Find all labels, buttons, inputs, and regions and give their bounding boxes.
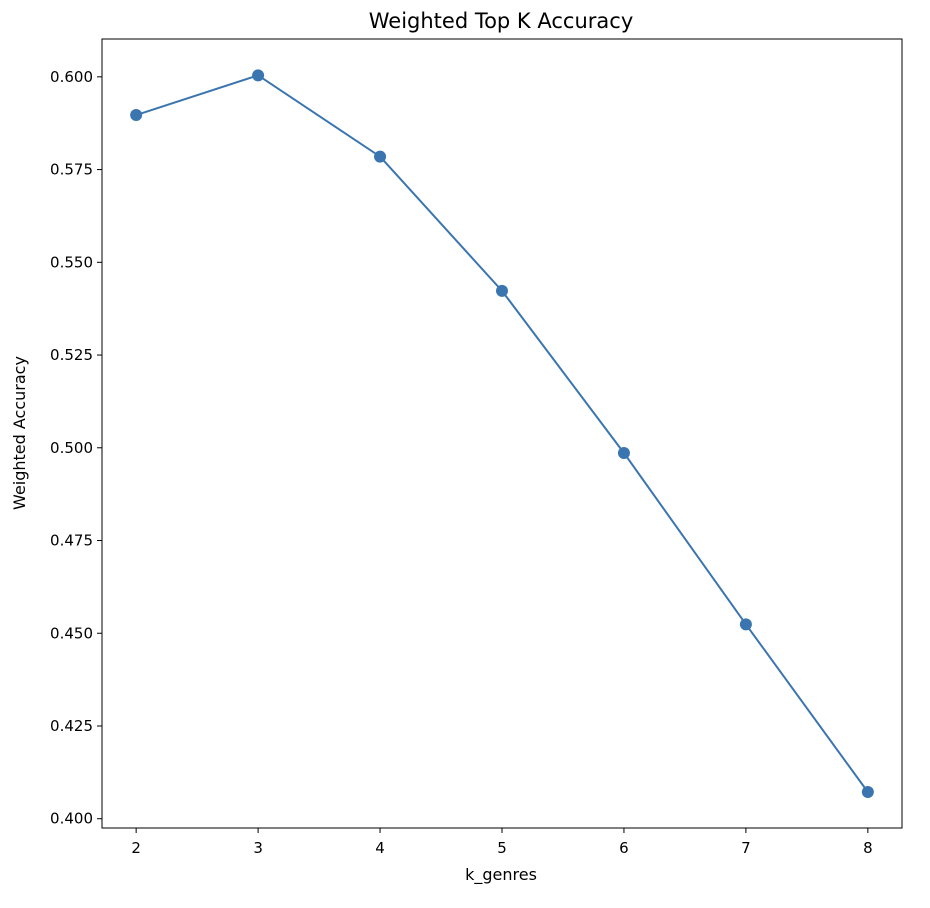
y-tick-label: 0.575: [50, 161, 93, 179]
y-tick-label: 0.500: [50, 439, 93, 457]
x-tick-label: 2: [131, 839, 141, 857]
data-point: [617, 446, 630, 459]
data-point: [252, 69, 265, 82]
data-point: [496, 284, 508, 297]
data-point: [861, 786, 874, 799]
y-tick-label: 0.425: [50, 717, 93, 735]
y-tick-label: 0.400: [50, 810, 93, 828]
y-tick-label: 0.450: [50, 624, 93, 642]
x-tick-label: 6: [619, 839, 629, 857]
y-tick-label: 0.600: [50, 68, 93, 86]
y-tick-label: 0.550: [50, 253, 93, 271]
data-point: [130, 109, 143, 122]
x-tick-label: 7: [741, 839, 751, 857]
y-axis: 0.400 0.425 0.450 0.475 0.500 0.525 0.550 0.575…: [50, 68, 102, 828]
x-tick-label: 4: [375, 839, 385, 857]
y-tick-label: 0.475: [50, 532, 93, 550]
series-layer: [130, 69, 874, 799]
x-axis: 2 3 4 5 6 7 8: [131, 828, 873, 857]
x-tick-label: 8: [863, 839, 873, 857]
data-point: [739, 618, 752, 631]
chart-title: Weighted Top K Accuracy: [369, 9, 634, 33]
x-axis-label: k_genres: [465, 865, 537, 885]
y-tick-label: 0.525: [50, 346, 93, 364]
y-axis-label: Weighted Accuracy: [10, 356, 29, 510]
x-tick-label: 5: [497, 839, 507, 857]
plot-area-frame: [101, 38, 903, 829]
data-point: [374, 150, 387, 163]
series-line: [135, 74, 869, 793]
x-tick-label: 3: [253, 839, 263, 857]
